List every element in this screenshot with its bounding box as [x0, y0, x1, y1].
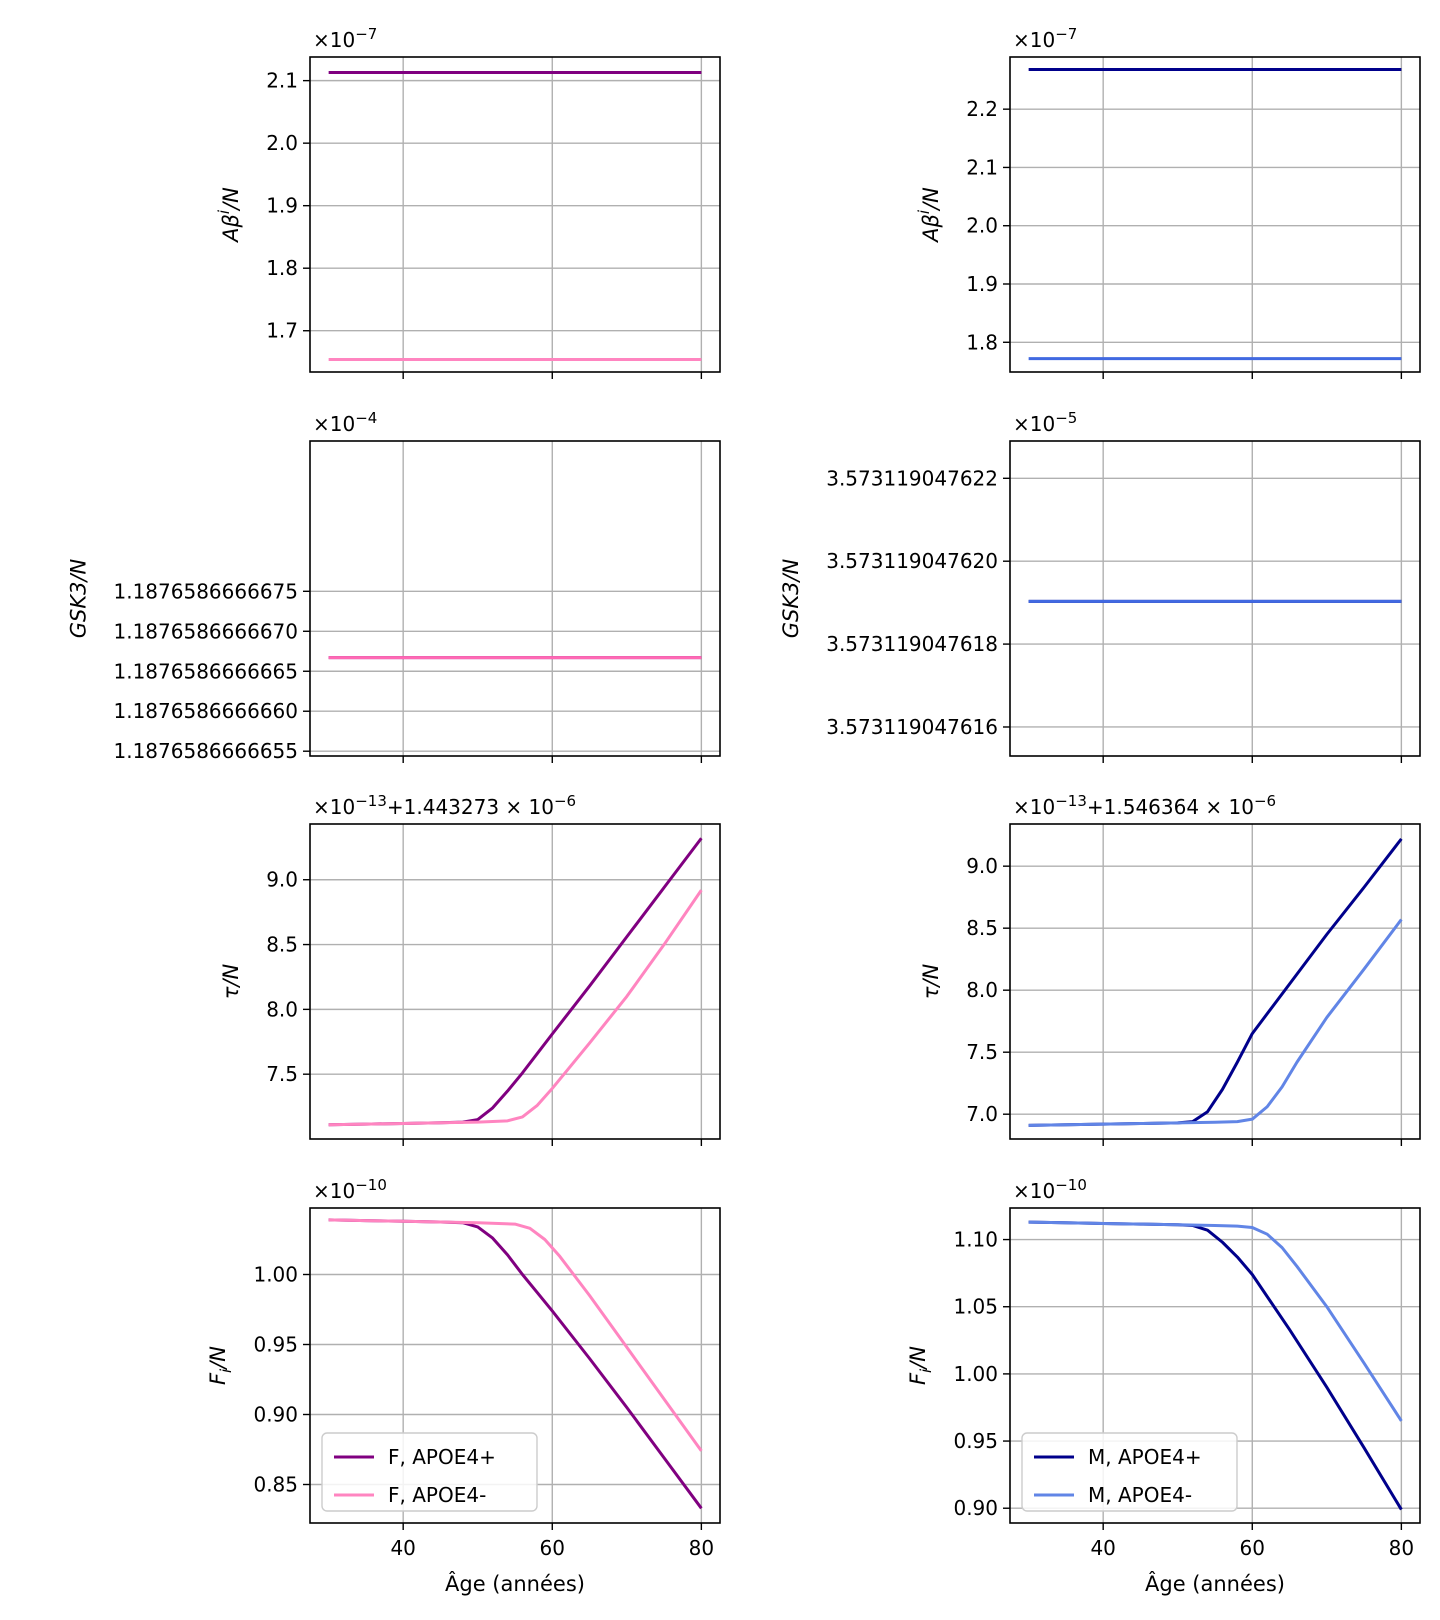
y-axis-label: τ/N	[219, 964, 243, 1000]
legend-label: M, APOE4-	[1088, 1483, 1192, 1507]
y-tick-label: 0.85	[253, 1473, 298, 1497]
x-tick-label: 80	[689, 1536, 714, 1560]
axis-exponent-label: ×10−10	[313, 1176, 387, 1203]
y-tick-label: 1.1876586666675	[113, 579, 298, 603]
y-tick-label: 2.0	[966, 214, 998, 238]
axes-frame	[309, 440, 721, 757]
y-tick-label: 3.573119047618	[826, 632, 998, 656]
y-tick-label: 1.05	[953, 1295, 998, 1319]
y-axis-label: GSK3/N	[67, 558, 91, 638]
y-tick-label: 8.0	[266, 997, 298, 1021]
y-tick-label: 1.1876586666655	[113, 739, 298, 763]
legend-box	[321, 1432, 538, 1512]
axes-frame	[1009, 56, 1421, 373]
y-tick-label: 1.9	[266, 194, 298, 218]
x-axis-label: Âge (années)	[1145, 1571, 1285, 1596]
axis-exponent-label: ×10−13+1.443273 × 10−6	[313, 792, 576, 819]
subplot-6: 7.0 7.5 8.0 8.5 9.0 ×10−13+1.546364 × 10−6 τ/N	[919, 792, 1421, 1146]
y-tick-label: 3.573119047616	[826, 715, 998, 739]
axis-exponent-label: ×10−4	[313, 409, 377, 436]
axis-exponent-label: ×10−7	[313, 25, 377, 52]
subplot-5: 7.5 8.0 8.5 9.0 ×10−13+1.443273 × 10−6 τ/N	[219, 792, 721, 1146]
y-tick-label: 3.573119047622	[826, 466, 998, 490]
y-tick-label: 0.90	[253, 1403, 298, 1427]
y-axis-label: Aβi/N	[215, 187, 243, 244]
axes-frame	[1009, 823, 1421, 1140]
y-tick-label: 1.00	[253, 1263, 298, 1287]
y-tick-label: 2.2	[966, 97, 998, 121]
y-tick-label: 9.0	[266, 868, 298, 892]
y-tick-label: 0.95	[953, 1429, 998, 1453]
legend-label: M, APOE4+	[1088, 1445, 1202, 1469]
x-axis-label: Âge (années)	[445, 1571, 585, 1596]
axes-frame	[1009, 1207, 1421, 1524]
axes-frame	[309, 823, 721, 1140]
x-tick-label: 40	[390, 1536, 415, 1560]
y-tick-label: 7.5	[266, 1062, 298, 1086]
series-line-1	[1028, 837, 1403, 1127]
y-axis-label: τ/N	[919, 964, 943, 1000]
y-tick-label: 1.1876586666670	[113, 619, 298, 643]
axis-exponent-label: ×10−13+1.546364 × 10−6	[1013, 792, 1276, 819]
y-tick-label: 0.90	[953, 1496, 998, 1520]
x-tick-label: 40	[1090, 1536, 1115, 1560]
y-axis-label: Aβi/N	[915, 187, 943, 244]
x-tick-label: 60	[540, 1536, 565, 1560]
axes-frame	[1009, 440, 1421, 757]
legend: M, APOE4+ M, APOE4-	[1021, 1432, 1238, 1512]
y-tick-label: 7.0	[966, 1102, 998, 1126]
y-tick-label: 1.7	[266, 319, 298, 343]
axes-frame	[309, 1207, 721, 1524]
y-tick-label: 2.1	[966, 155, 998, 179]
axis-exponent-label: ×10−7	[1013, 25, 1077, 52]
subplot-3: 1.1876586666655 1.1876586666660 1.18765866…	[67, 409, 721, 763]
series-line-2	[1028, 918, 1403, 1127]
series-line-2	[1028, 1220, 1403, 1422]
y-tick-label: 8.0	[966, 978, 998, 1002]
series-line-2	[328, 1218, 703, 1452]
y-tick-label: 0.95	[253, 1333, 298, 1357]
y-tick-label: 1.9	[966, 272, 998, 296]
y-tick-label: 3.573119047620	[826, 549, 998, 573]
axes-frame	[309, 56, 721, 373]
axis-exponent-label: ×10−5	[1013, 409, 1077, 436]
x-tick-label: 60	[1240, 1536, 1265, 1560]
subplot-4: 3.573119047616 3.573119047618 3.5731190476…	[779, 409, 1421, 763]
y-tick-label: 1.8	[266, 256, 298, 280]
y-tick-label: 2.1	[266, 69, 298, 93]
series-line-1	[328, 837, 703, 1127]
y-tick-label: 1.10	[953, 1228, 998, 1252]
subplot-1: 1.7 1.8 1.9 2.0 2.1 ×10−7 Aβi/N	[215, 25, 721, 379]
y-axis-label: GSK3/N	[779, 558, 803, 638]
y-tick-label: 7.5	[966, 1040, 998, 1064]
y-tick-label: 9.0	[966, 854, 998, 878]
y-tick-label: 1.1876586666660	[113, 699, 298, 723]
legend-box	[1021, 1432, 1238, 1512]
subplot-2: 1.8 1.9 2.0 2.1 2.2 ×10−7 Aβi/N	[915, 25, 1421, 379]
y-tick-label: 1.1876586666665	[113, 659, 298, 683]
subplot-7: 40 60 80 0.85 0.90 0.95 1.00 ×10−10 Fi/N Âge (ann…	[206, 1176, 721, 1596]
y-tick-label: 8.5	[966, 916, 998, 940]
legend-label: F, APOE4-	[388, 1483, 486, 1507]
y-tick-label: 1.00	[953, 1362, 998, 1386]
legend: F, APOE4+ F, APOE4-	[321, 1432, 538, 1512]
series-line-2	[328, 889, 703, 1127]
subplot-8: 40 60 80 0.90 0.95 1.00 1.05 1.10 ×10−10 Fi/N Âge …	[906, 1176, 1421, 1596]
x-tick-label: 80	[1389, 1536, 1414, 1560]
y-axis-label: Fi/N	[206, 1346, 235, 1385]
legend-label: F, APOE4+	[388, 1445, 496, 1469]
y-tick-label: 8.5	[266, 933, 298, 957]
axis-exponent-label: ×10−10	[1013, 1176, 1087, 1203]
y-tick-label: 2.0	[266, 131, 298, 155]
y-axis-label: Fi/N	[906, 1346, 935, 1385]
y-tick-label: 1.8	[966, 330, 998, 354]
